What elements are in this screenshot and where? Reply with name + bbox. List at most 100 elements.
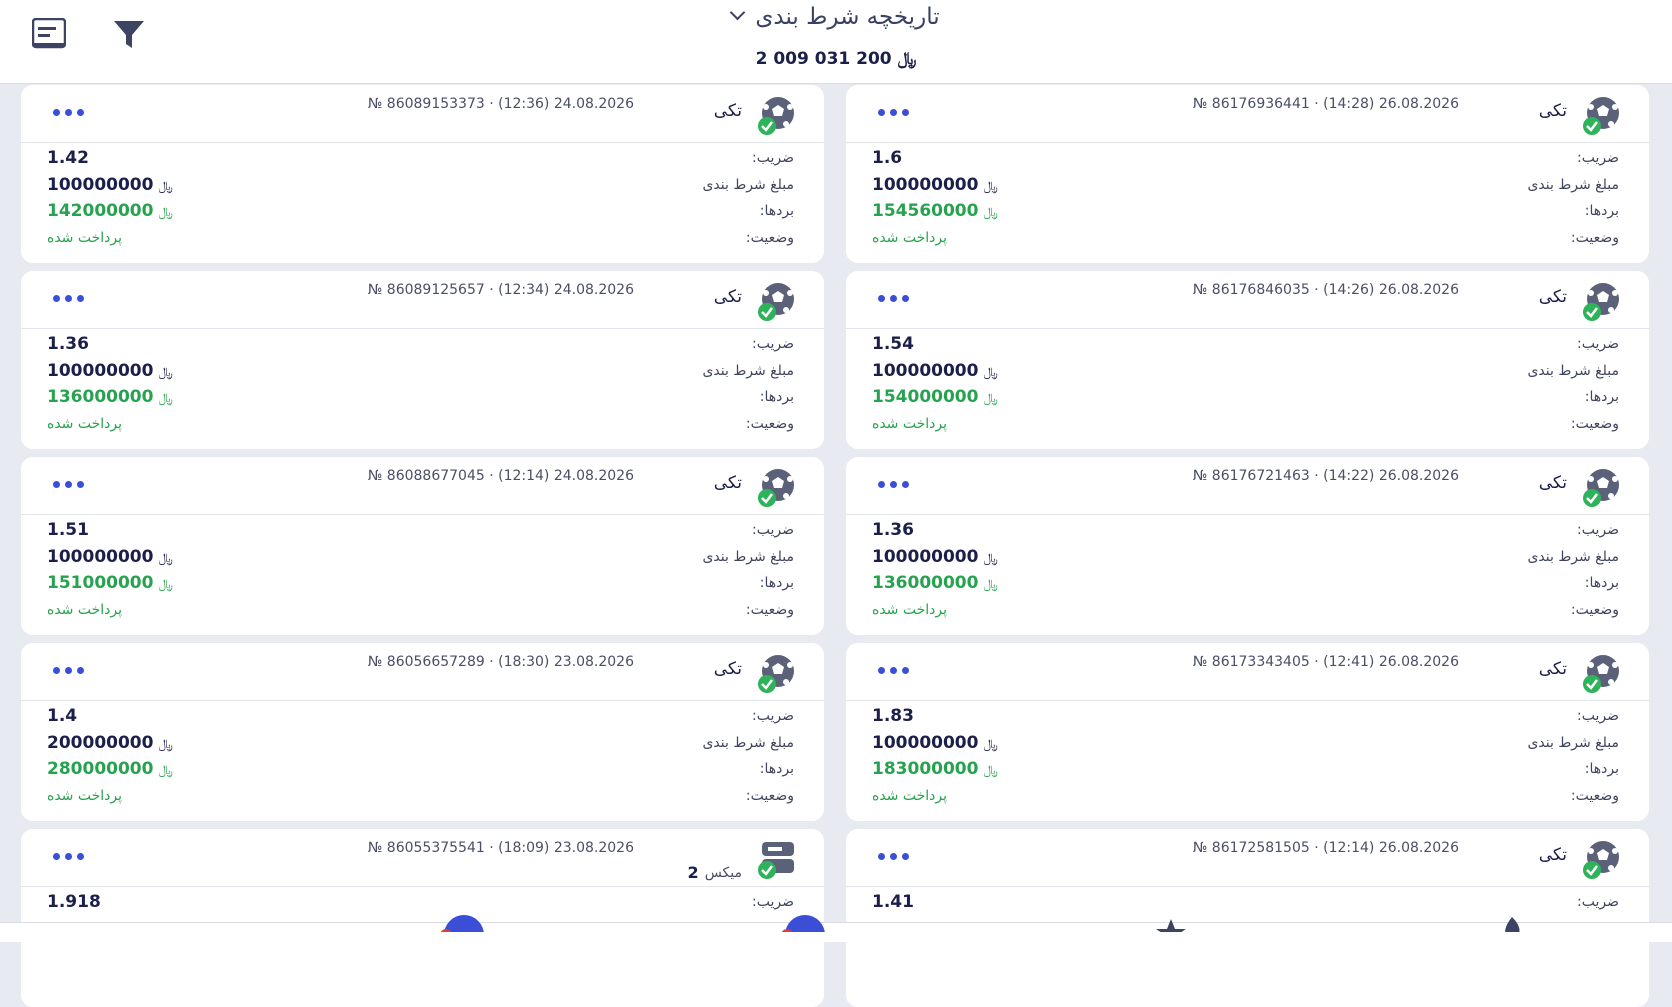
winnings-row: بردها: 154560000 ﷼ (872, 201, 1619, 225)
stake-amount: 100000000 (47, 360, 154, 381)
dot (890, 853, 897, 860)
stake-row: مبلغ شرط بندی 100000000 ﷼ (872, 175, 1619, 199)
list-icon[interactable] (32, 18, 66, 50)
nav-icons (440, 915, 1520, 932)
more-button[interactable] (878, 481, 909, 488)
winnings-amount: 183000000 (872, 759, 979, 779)
odds-row: ضریب: 1.36 (47, 334, 794, 358)
bet-meta: № 86055375541 · (18:09) 23.08.2026 (367, 840, 634, 856)
sport-icon (1583, 655, 1619, 693)
bet-card: تکی № 86089153373 · (12:36) 24.08.2026 ضری… (21, 85, 824, 263)
odds-label: ضریب: (1577, 150, 1619, 166)
bet-type: تکی (1538, 845, 1567, 865)
status-label: وضعیت: (745, 229, 794, 246)
dot (890, 295, 897, 302)
stake-value: 100000000 ﷼ (872, 547, 998, 567)
odds-row: ضریب: 1.6 (872, 148, 1619, 172)
dot (53, 853, 60, 860)
status-label: وضعیت: (1570, 415, 1619, 432)
status-row: وضعیت: پرداخت شده (47, 228, 794, 252)
dot (890, 109, 897, 116)
bet-meta: № 86088677045 · (12:14) 24.08.2026 (367, 468, 634, 484)
winnings-label: بردها: (759, 203, 794, 219)
odds-amount: 1.54 (872, 334, 914, 354)
currency: ﷼ (983, 391, 998, 406)
more-button[interactable] (53, 109, 84, 116)
dot (53, 109, 60, 116)
status-value: پرداخت شده (47, 415, 123, 432)
stake-value: 100000000 ﷼ (47, 175, 173, 195)
filter-icon[interactable] (113, 18, 145, 50)
currency: ﷼ (158, 178, 173, 194)
stake-label: مبلغ شرط بندی (702, 176, 794, 193)
odds-value: 1.36 (47, 334, 89, 354)
bet-type: تکی (713, 659, 742, 679)
status-value: پرداخت شده (47, 229, 123, 246)
sport-icon (1583, 283, 1619, 321)
bet-type: تکی (713, 101, 742, 121)
sport-icon (1583, 97, 1619, 135)
card-header: تکی № 86176936441 · (14:28) 26.08.2026 (846, 85, 1649, 143)
odds-row: ضریب: 1.42 (47, 148, 794, 172)
bet-meta: № 86173343405 · (12:41) 26.08.2026 (1192, 654, 1459, 670)
status-row: وضعیت: پرداخت شده (872, 600, 1619, 624)
bet-meta: № 86176846035 · (14:26) 26.08.2026 (1192, 282, 1459, 298)
more-button[interactable] (878, 109, 909, 116)
odds-amount: 1.918 (47, 892, 101, 912)
stake-amount: 100000000 (872, 546, 979, 567)
header: تاریخچه شرط بندی 2 009 031 200 ﷼ (0, 0, 1672, 84)
stake-label: مبلغ شرط بندی (702, 548, 794, 565)
card-header: تکی № 86176846035 · (14:26) 26.08.2026 (846, 271, 1649, 329)
card-header: تکی № 86176721463 · (14:22) 26.08.2026 (846, 457, 1649, 515)
winnings-value: 136000000 ﷼ (47, 387, 173, 407)
winnings-label: بردها: (759, 761, 794, 777)
odds-amount: 1.51 (47, 520, 89, 540)
status-row: وضعیت: پرداخت شده (872, 228, 1619, 252)
currency: ﷼ (158, 205, 173, 220)
winnings-label: بردها: (1584, 389, 1619, 405)
stake-label: مبلغ شرط بندی (1527, 548, 1619, 565)
winnings-row: بردها: 151000000 ﷼ (47, 573, 794, 597)
odds-value: 1.36 (872, 520, 914, 540)
odds-label: ضریب: (1577, 522, 1619, 538)
dot (878, 295, 885, 302)
bet-card: تکی № 86176846035 · (14:26) 26.08.2026 ضری… (846, 271, 1649, 449)
card-header: تکی № 86056657289 · (18:30) 23.08.2026 (21, 643, 824, 701)
odds-value: 1.42 (47, 148, 89, 168)
winnings-value: 151000000 ﷼ (47, 573, 173, 593)
dot (53, 295, 60, 302)
dot (878, 853, 885, 860)
status-value: پرداخت شده (872, 601, 948, 618)
winnings-amount: 142000000 (47, 201, 154, 221)
more-button[interactable] (53, 853, 84, 860)
more-button[interactable] (53, 295, 84, 302)
status-value: پرداخت شده (47, 787, 123, 804)
more-button[interactable] (878, 667, 909, 674)
bet-meta: № 86089153373 · (12:36) 24.08.2026 (367, 96, 634, 112)
card-header: تکی № 86089125657 · (12:34) 24.08.2026 (21, 271, 824, 329)
winnings-value: 136000000 ﷼ (872, 573, 998, 593)
stake-amount: 100000000 (872, 174, 979, 195)
winnings-amount: 154000000 (872, 387, 979, 407)
more-button[interactable] (878, 295, 909, 302)
odds-row: ضریب: 1.36 (872, 520, 1619, 544)
odds-value: 1.54 (872, 334, 914, 354)
odds-amount: 1.83 (872, 706, 914, 726)
page-title[interactable]: تاریخچه شرط بندی (0, 4, 1672, 30)
more-button[interactable] (878, 853, 909, 860)
bet-card: تکی № 86176936441 · (14:28) 26.08.2026 ضری… (846, 85, 1649, 263)
bet-type: تکی (713, 473, 742, 493)
winnings-value: 280000000 ﷼ (47, 759, 173, 779)
stake-row: مبلغ شرط بندی 100000000 ﷼ (872, 733, 1619, 757)
status-label: وضعیت: (1570, 787, 1619, 804)
more-button[interactable] (53, 481, 84, 488)
dot (65, 667, 72, 674)
winnings-label: بردها: (1584, 203, 1619, 219)
bet-card: تکی № 86176721463 · (14:22) 26.08.2026 ضری… (846, 457, 1649, 635)
winnings-amount: 154560000 (872, 201, 979, 221)
bet-card: تکی № 86089125657 · (12:34) 24.08.2026 ضری… (21, 271, 824, 449)
status-label: وضعیت: (745, 787, 794, 804)
more-button[interactable] (53, 667, 84, 674)
bet-meta: № 86056657289 · (18:30) 23.08.2026 (367, 654, 634, 670)
